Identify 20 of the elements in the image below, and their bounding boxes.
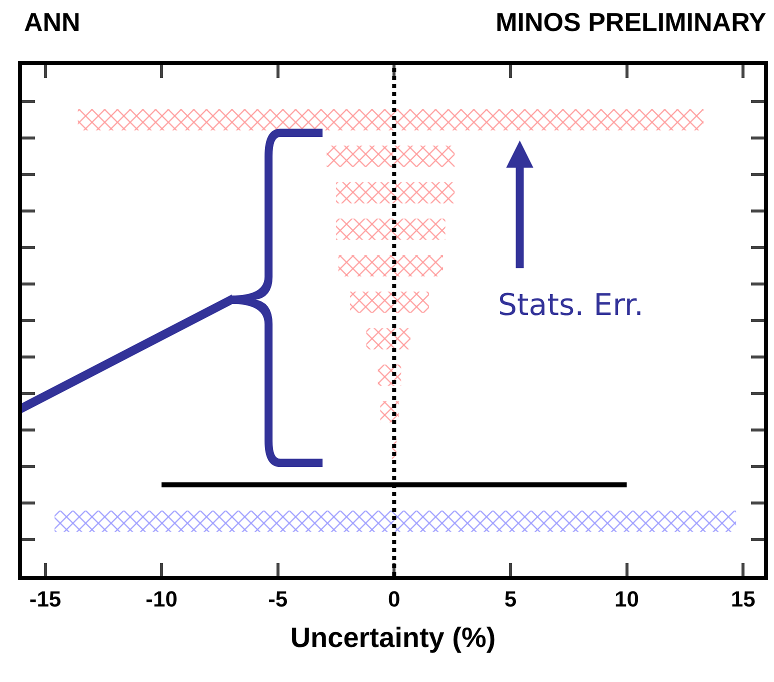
bar xyxy=(326,146,455,167)
annotation: Stats. Err. xyxy=(498,288,644,323)
bar xyxy=(54,510,736,532)
x-tick-label: 15 xyxy=(730,586,756,612)
x-tick-label: -15 xyxy=(29,586,62,612)
bar xyxy=(336,218,446,240)
x-tick-label: 0 xyxy=(388,586,400,612)
bar xyxy=(336,182,455,204)
x-tick-label: -5 xyxy=(268,586,288,612)
chart-title: MINOS PRELIMINARY xyxy=(496,6,766,37)
bar xyxy=(338,255,444,276)
bar xyxy=(78,109,704,130)
bar xyxy=(378,364,402,386)
x-tick-label: -10 xyxy=(146,586,178,612)
x-axis-title: Uncertainty (%) xyxy=(290,622,496,653)
text: ANN xyxy=(24,7,80,37)
bar xyxy=(350,292,430,313)
bar xyxy=(366,328,410,350)
x-tick-label: 5 xyxy=(504,586,517,612)
x-tick-label: 10 xyxy=(614,586,639,612)
